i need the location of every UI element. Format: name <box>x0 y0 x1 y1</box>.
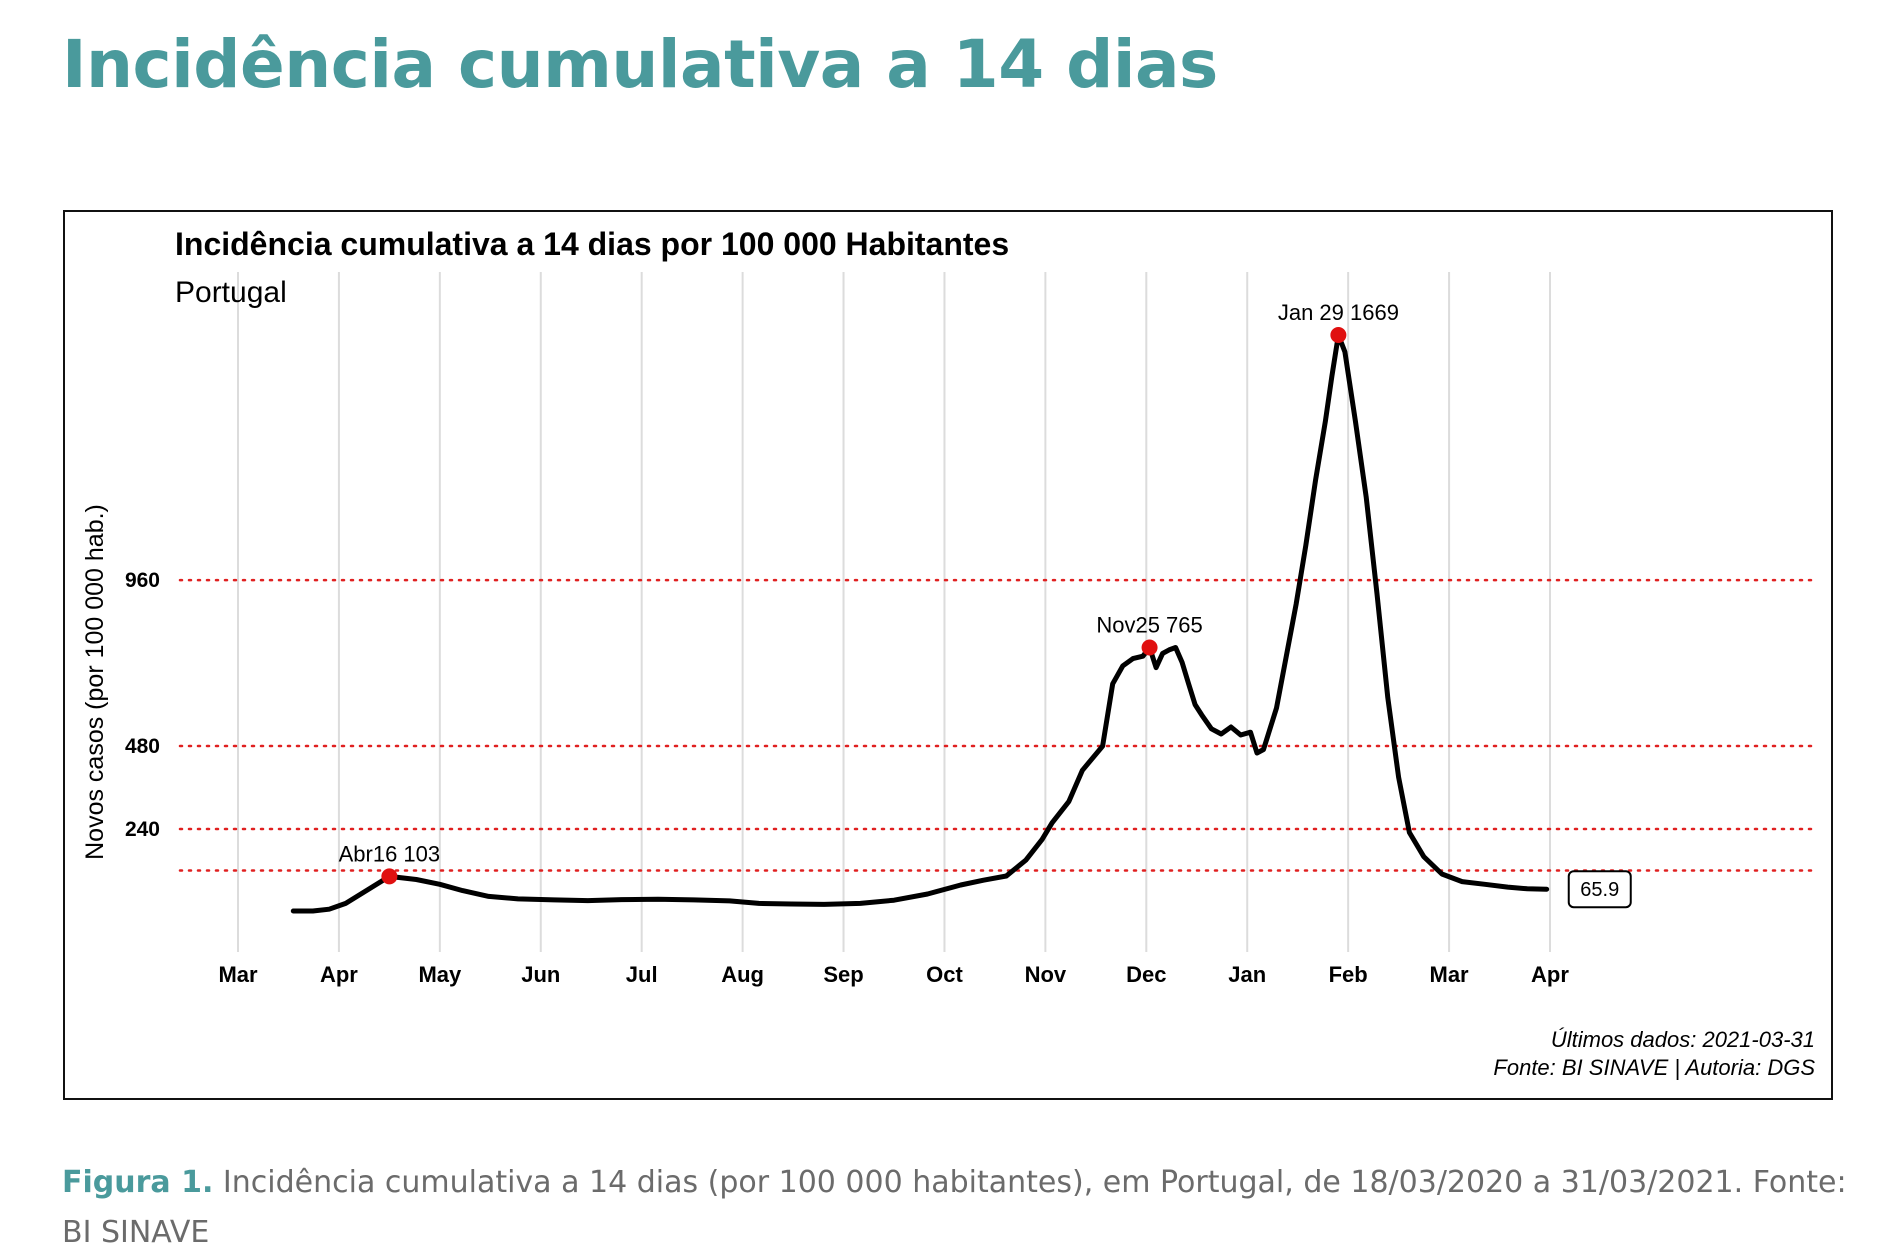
x-tick-label: Mar <box>218 962 258 987</box>
chart-footer-last-data: Últimos dados: 2021-03-31 <box>1550 1027 1815 1052</box>
x-tick-label: Jun <box>521 962 560 987</box>
x-tick-label: Jul <box>626 962 658 987</box>
x-tick-label: Jan <box>1228 962 1266 987</box>
y-tick-label: 480 <box>125 735 160 758</box>
x-tick-label: Sep <box>823 962 863 987</box>
x-tick-label: Aug <box>721 962 764 987</box>
x-tick-label: Dec <box>1126 962 1166 987</box>
y-tick-label: 960 <box>125 569 160 592</box>
last-value-box <box>1567 870 1632 909</box>
chart-subtitle: Portugal <box>175 276 287 309</box>
x-tick-label: May <box>418 962 462 987</box>
figure-caption: Figura 1. Incidência cumulativa a 14 dia… <box>62 1158 1852 1258</box>
x-tick-label: Mar <box>1430 962 1470 987</box>
chart-footer: Últimos dados: 2021-03-31 Fonte: BI SINA… <box>1493 1026 1815 1082</box>
peak-label-0: Abr16 103 <box>339 841 441 866</box>
chart-footer-source: Fonte: BI SINAVE | Autoria: DGS <box>1493 1055 1815 1080</box>
figure-caption-label: Figura 1. <box>62 1165 214 1200</box>
x-tick-label: Feb <box>1329 962 1368 987</box>
x-tick-label: Oct <box>926 962 963 987</box>
peak-marker-2 <box>1330 327 1347 344</box>
figure-frame: Mar Apr May Jun Jul Aug Sep Oct Nov Dec Jan Feb Mar A… <box>63 210 1833 1100</box>
last-value-label: 65.9 <box>1580 879 1619 901</box>
y-tick-label: 240 <box>125 818 160 841</box>
series-line-0 <box>290 332 1550 914</box>
chart-title: Incidência cumulativa a 14 dias por 100 … <box>175 226 1010 262</box>
peak-marker-1 <box>1141 639 1158 656</box>
x-tick-label: Apr <box>320 962 358 987</box>
figure-caption-text: Incidência cumulativa a 14 dias (por 100… <box>62 1165 1847 1250</box>
x-tick-label: Apr <box>1531 962 1569 987</box>
x-tick-label: Nov <box>1025 962 1067 987</box>
peak-label-2: Jan 29 1669 <box>1278 300 1399 325</box>
y-axis-label: Novos casos (por 100 000 hab.) <box>81 504 109 860</box>
page-title: Incidência cumulativa a 14 dias <box>62 26 1218 103</box>
incidence-chart: Mar Apr May Jun Jul Aug Sep Oct Nov Dec Jan Feb Mar A… <box>81 272 1819 987</box>
peak-marker-0 <box>381 868 398 885</box>
peak-label-1: Nov25 765 <box>1096 613 1202 638</box>
